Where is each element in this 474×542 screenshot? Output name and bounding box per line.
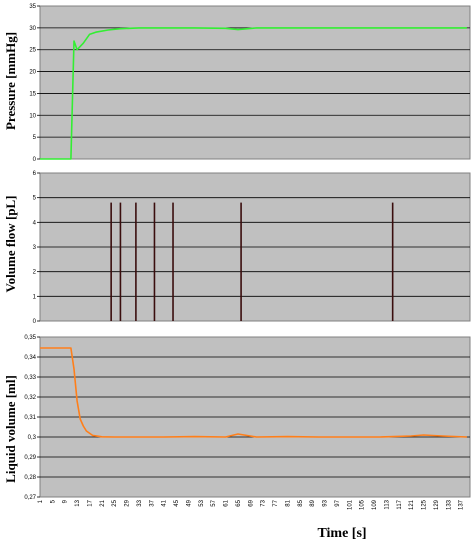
y-tick-label: 0,35 — [24, 335, 36, 341]
x-tick-label: 97 — [335, 499, 341, 506]
x-tick-label: 53 — [199, 499, 205, 506]
y-tick-label: 0,33 — [24, 375, 36, 381]
y-tick-label: 0,3 — [28, 435, 37, 441]
y-tick-label: 20 — [29, 70, 36, 76]
y-tick-label: 25 — [29, 48, 36, 54]
x-tick-label: 29 — [125, 499, 131, 506]
x-tick-label: 13 — [75, 499, 81, 506]
x-tick-label: 49 — [187, 499, 193, 506]
y-tick-label: 5 — [33, 135, 37, 141]
x-tick-label: 45 — [174, 499, 180, 506]
x-tick-label: 85 — [298, 499, 304, 506]
x-tick-label: 109 — [372, 499, 378, 510]
y-tick-label: 0,32 — [24, 395, 36, 401]
x-tick-label: 1 — [38, 499, 44, 503]
x-tick-label: 113 — [385, 499, 391, 509]
y-tick-label: 4 — [33, 220, 37, 226]
x-tick-label: 101 — [347, 499, 353, 510]
x-tick-label: 25 — [112, 499, 118, 506]
x-tick-label: 117 — [397, 499, 403, 509]
liquid-volume-chart: 0,27 0,28 0,29 0,3 0,31 0,32 0,33 0,34 0,35 1 5 9 13… — [24, 335, 471, 510]
y-tick-label: 0,29 — [24, 455, 36, 461]
y-tick-label: 0,34 — [24, 355, 36, 361]
x-tick-label: 61 — [224, 499, 230, 506]
x-tick-label: 137 — [459, 499, 465, 510]
y-tick-label: 6 — [33, 171, 37, 177]
x-tick-label: 57 — [211, 499, 217, 506]
x-tick-label: 89 — [310, 499, 316, 506]
y-tick-label: 0,31 — [24, 415, 36, 421]
x-tick-label: 73 — [261, 499, 267, 506]
x-tick-label: 129 — [434, 499, 440, 510]
x-tick-label: 33 — [137, 499, 143, 506]
y-tick-label: 35 — [29, 4, 36, 10]
y-tick-label: 3 — [33, 245, 37, 251]
x-tick-label: 41 — [162, 499, 168, 506]
y-tick-label: 2 — [33, 270, 37, 276]
y-tick-label: 30 — [29, 26, 36, 32]
x-tick-label: 93 — [323, 499, 329, 506]
x-tick-label: 77 — [273, 499, 279, 506]
y-tick-label: 10 — [29, 113, 36, 119]
y-tick-label: 15 — [29, 91, 36, 97]
pressure-chart: 0 5 10 15 20 25 30 35 — [29, 4, 471, 163]
x-tick-label: 69 — [248, 499, 254, 506]
series-line — [40, 27, 467, 160]
volume-flow-chart: 0 1 2 3 4 5 6 — [33, 171, 471, 325]
y-tick-label: 0 — [33, 157, 37, 163]
x-tick-label: 125 — [422, 499, 428, 510]
x-tick-label: 5 — [50, 499, 56, 503]
x-tick-label: 65 — [236, 499, 242, 506]
y-tick-label: 0,28 — [24, 475, 36, 481]
y-tick-label: 5 — [33, 196, 37, 202]
x-tick-label: 37 — [149, 499, 155, 506]
x-tick-label: 9 — [63, 499, 69, 503]
x-tick-label: 81 — [286, 499, 292, 506]
x-tick-label: 21 — [100, 499, 106, 506]
x-tick-label: 133 — [446, 499, 452, 510]
x-tick-label: 17 — [88, 499, 94, 506]
pressure-axis-title: Pressure [mmHg] — [3, 32, 18, 130]
x-tick-label: 121 — [409, 499, 415, 510]
plot-area — [39, 5, 471, 160]
time-axis-title: Time [s] — [317, 526, 366, 541]
y-tick-label: 0 — [33, 319, 37, 325]
y-tick-label: 0,27 — [24, 495, 36, 501]
x-tick-label: 105 — [360, 499, 366, 510]
series-line — [40, 347, 467, 438]
volume-flow-axis-title: Volume flow [pL] — [3, 195, 18, 292]
liquid-volume-axis-title: Liquid volume [ml] — [3, 375, 18, 483]
y-tick-label: 1 — [33, 294, 37, 300]
